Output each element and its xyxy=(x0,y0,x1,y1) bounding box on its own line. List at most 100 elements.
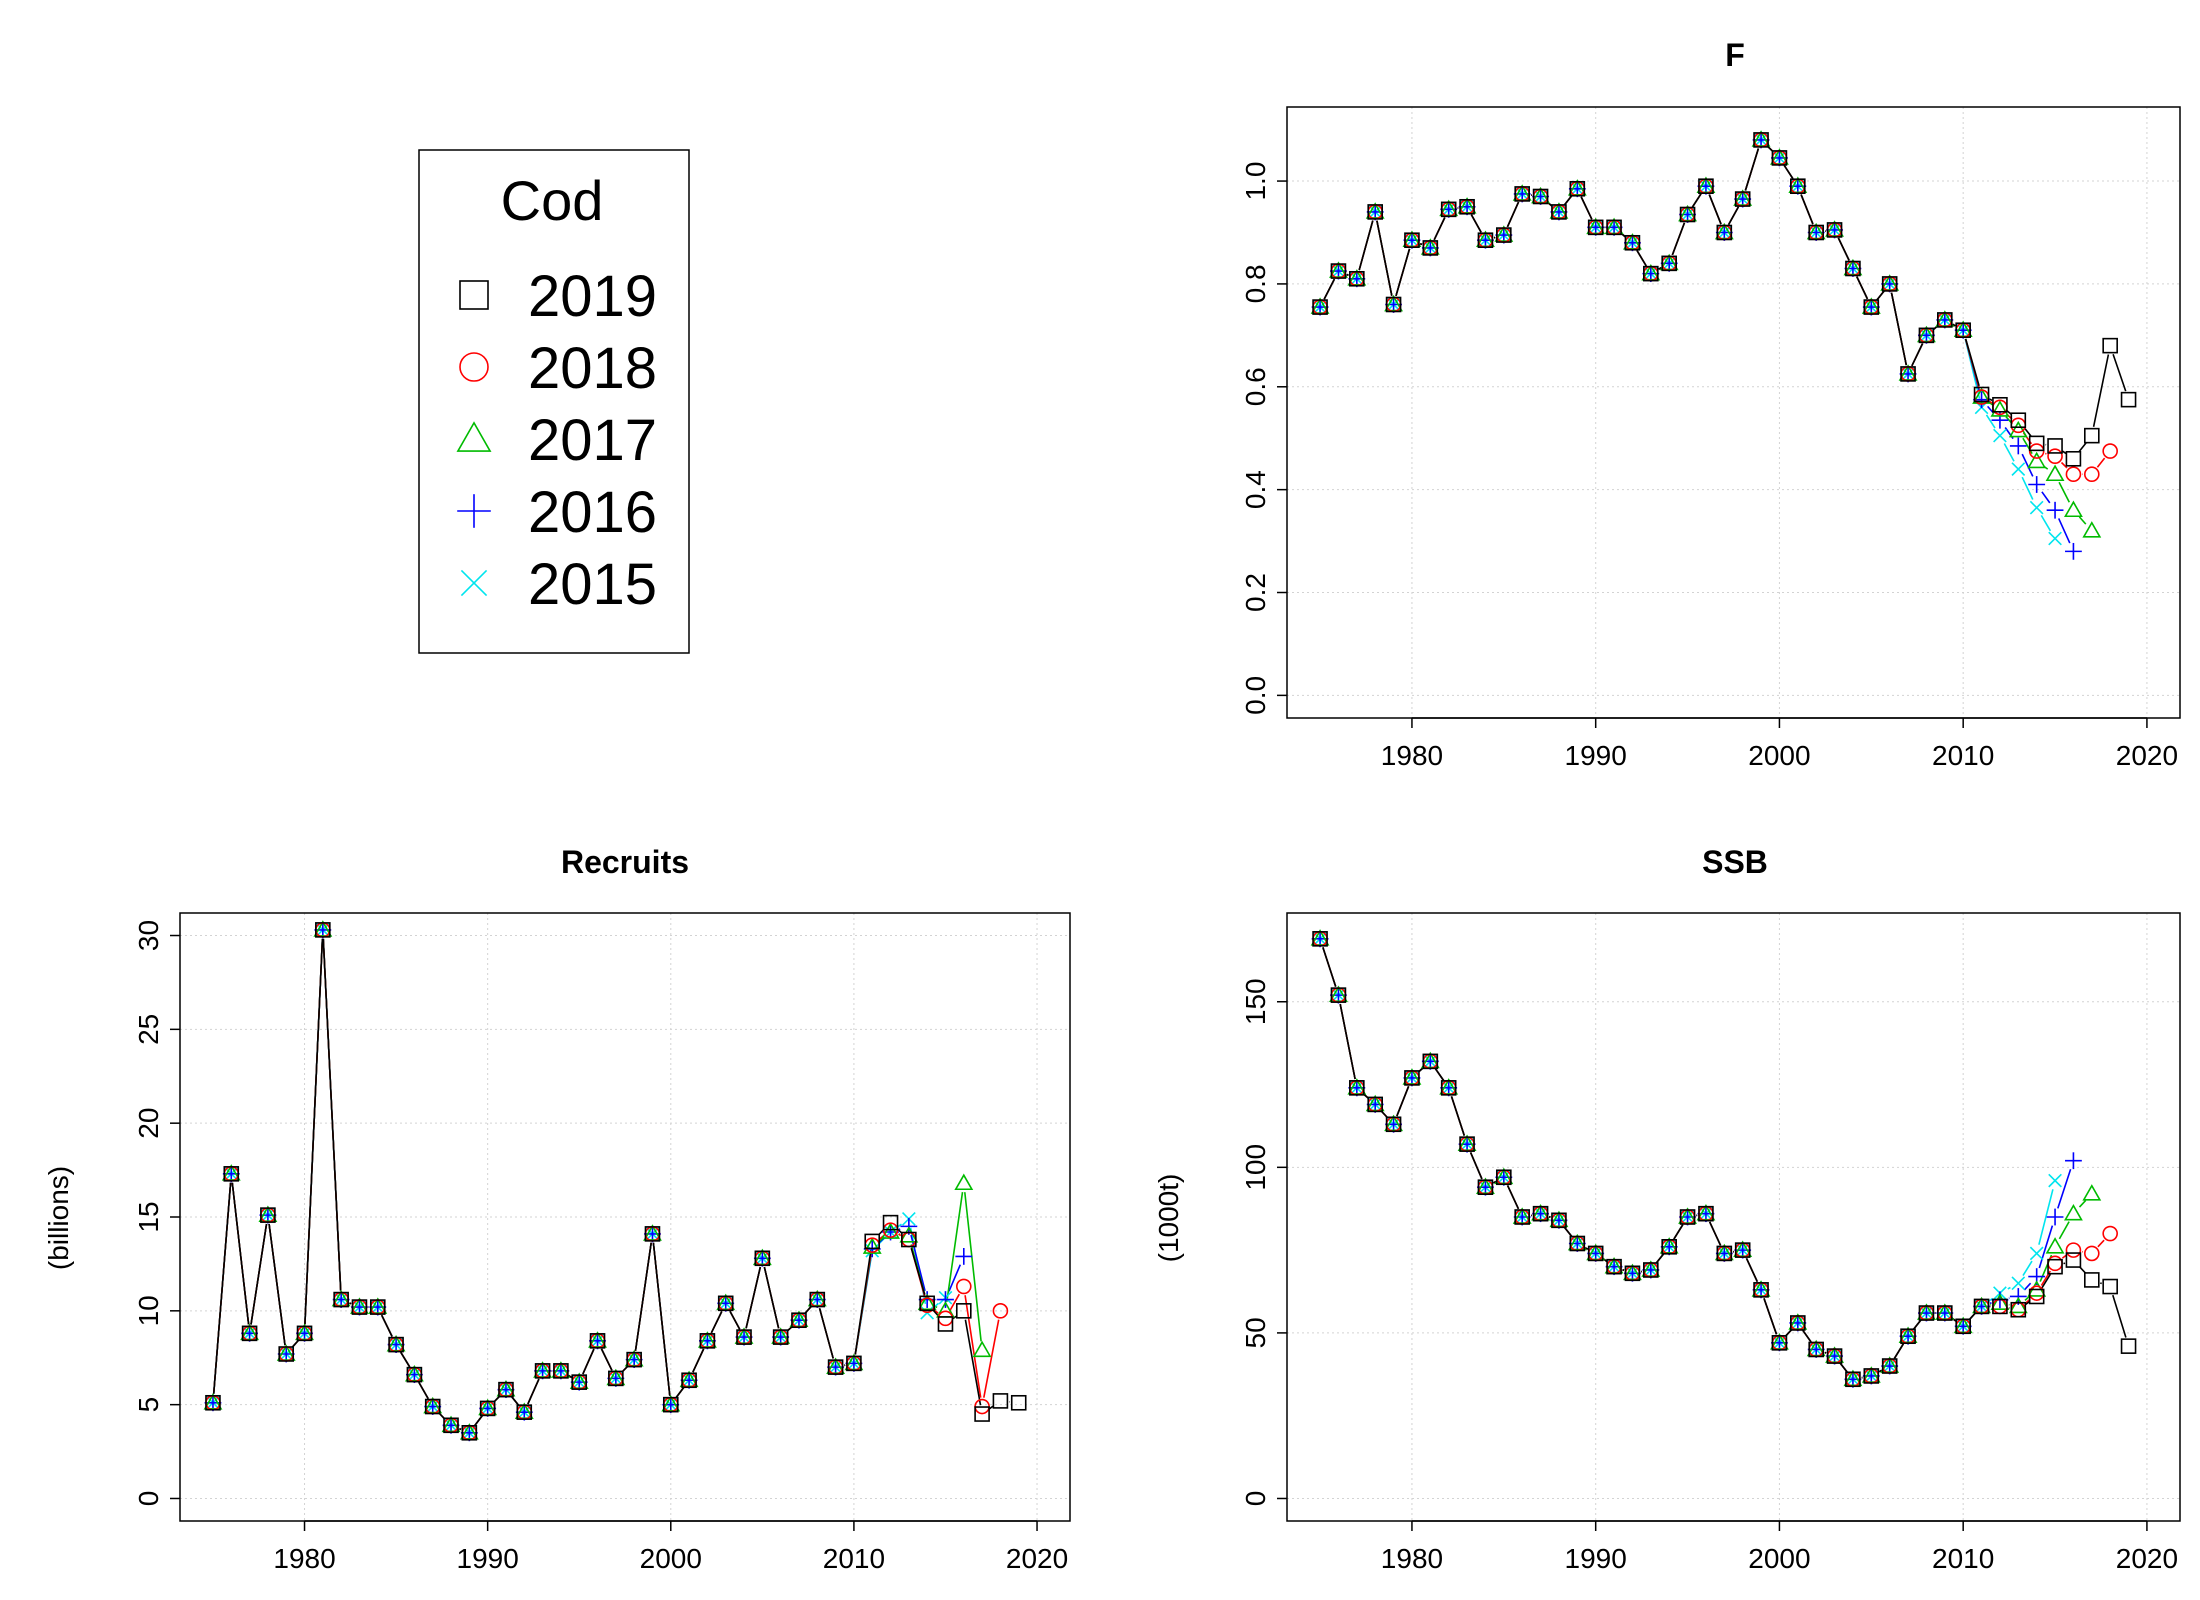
data-point xyxy=(1972,1296,1991,1314)
data-point xyxy=(681,1372,697,1389)
data-point xyxy=(2065,1152,2082,1170)
data-point xyxy=(1696,1204,1716,1221)
data-point xyxy=(1917,325,1936,343)
data-point xyxy=(1586,217,1606,235)
data-point xyxy=(1992,1298,2008,1315)
data-point xyxy=(315,922,331,938)
data-point xyxy=(1512,1207,1532,1224)
data-point xyxy=(2120,1338,2137,1354)
legend: Cod 2019 2018 2017 2016 2015 xyxy=(418,149,690,654)
data-point xyxy=(1679,1209,1696,1225)
data-point xyxy=(1937,312,1953,328)
data-point xyxy=(1661,255,1677,272)
data-point xyxy=(1900,366,1916,382)
legend-entry-2019: 2019 xyxy=(459,264,657,329)
data-point xyxy=(644,1226,661,1242)
data-point xyxy=(1476,230,1495,248)
data-point xyxy=(2029,1246,2044,1261)
data-point xyxy=(479,1400,496,1417)
data-point xyxy=(2029,500,2044,515)
data-point xyxy=(1512,184,1532,201)
data-point xyxy=(2011,1276,2026,1291)
x-tick-label: 2020 xyxy=(2116,740,2178,771)
panel-ssb-points xyxy=(1310,929,2137,1388)
data-point xyxy=(1551,204,1567,220)
data-point xyxy=(1918,1305,1935,1321)
data-point xyxy=(1753,132,1769,148)
data-point xyxy=(2065,1242,2082,1258)
legend-symbol-cross-icon xyxy=(460,569,488,597)
data-point xyxy=(1347,1078,1367,1095)
data-point xyxy=(661,1394,681,1412)
data-point xyxy=(569,1372,589,1389)
y-tick-label: 0.0 xyxy=(1240,676,1271,715)
data-point xyxy=(2065,542,2082,560)
panel-recruits-axes: 1980 1990 2000 2010 2020 0 5 10 15 20 25 30 xyxy=(133,920,1068,1574)
data-point xyxy=(2008,420,2028,438)
legend-entry-2017: 2017 xyxy=(456,408,657,473)
data-point xyxy=(1661,1239,1677,1255)
y-tick-label: 25 xyxy=(133,1014,164,1045)
data-point xyxy=(534,1363,551,1379)
data-point xyxy=(992,1303,1009,1319)
data-point xyxy=(2047,438,2063,454)
x-tick-label: 1980 xyxy=(1381,740,1443,771)
data-point xyxy=(955,1248,973,1265)
data-point xyxy=(1861,297,1881,314)
data-point xyxy=(954,1173,974,1191)
data-point xyxy=(2065,1252,2082,1268)
data-point xyxy=(1586,1243,1606,1261)
data-point xyxy=(1937,1305,1953,1321)
data-point xyxy=(1330,987,1347,1003)
data-point xyxy=(955,1303,972,1319)
data-point xyxy=(351,1299,368,1315)
data-point xyxy=(1972,387,1991,404)
data-point xyxy=(368,1297,388,1314)
y-tick-label: 0 xyxy=(133,1491,164,1507)
series-points-2018 xyxy=(1312,931,2118,1388)
data-point xyxy=(1898,364,1918,381)
y-tick-label: 20 xyxy=(133,1108,164,1139)
x-tick-label: 2000 xyxy=(1748,740,1810,771)
panel-recruits-lines xyxy=(212,938,1010,1431)
data-point xyxy=(260,1207,276,1223)
data-point xyxy=(2048,531,2062,546)
data-point xyxy=(2046,1208,2064,1226)
data-point xyxy=(807,1289,827,1307)
data-point xyxy=(1367,1096,1383,1113)
data-point xyxy=(1604,1257,1624,1274)
panel-f-grid xyxy=(1287,107,2180,718)
data-point xyxy=(1312,299,1328,315)
data-point xyxy=(1496,1169,1512,1186)
series-line-2016 xyxy=(1322,947,2072,1379)
data-point xyxy=(1659,253,1679,271)
y-tick-label: 150 xyxy=(1240,978,1271,1025)
data-point xyxy=(1420,1051,1440,1069)
data-point xyxy=(919,1295,935,1312)
data-point xyxy=(551,1361,571,1378)
data-point xyxy=(1973,1298,1990,1315)
data-point xyxy=(2102,337,2118,354)
data-point xyxy=(296,1325,313,1342)
panel-f-frame xyxy=(1286,106,2181,719)
data-point xyxy=(1880,274,1900,291)
panel-f-points xyxy=(1310,130,2137,560)
data-point xyxy=(1880,1356,1900,1373)
data-point xyxy=(827,1359,844,1375)
data-point xyxy=(974,1406,990,1422)
data-point xyxy=(1439,199,1459,217)
x-tick-label: 1990 xyxy=(1565,1543,1627,1574)
data-point xyxy=(679,1370,699,1388)
data-point xyxy=(1990,1293,2010,1310)
series-points-2018 xyxy=(1312,132,2118,483)
data-point xyxy=(1641,1260,1661,1277)
data-point xyxy=(1770,1333,1789,1350)
data-point xyxy=(1549,1210,1569,1228)
data-point xyxy=(295,1323,314,1341)
series-line-2019 xyxy=(212,938,1010,1431)
y-tick-label: 5 xyxy=(133,1397,164,1413)
data-point xyxy=(1312,931,1328,947)
data-point xyxy=(1494,225,1514,242)
data-point xyxy=(1788,176,1808,194)
data-point xyxy=(1384,1114,1404,1132)
